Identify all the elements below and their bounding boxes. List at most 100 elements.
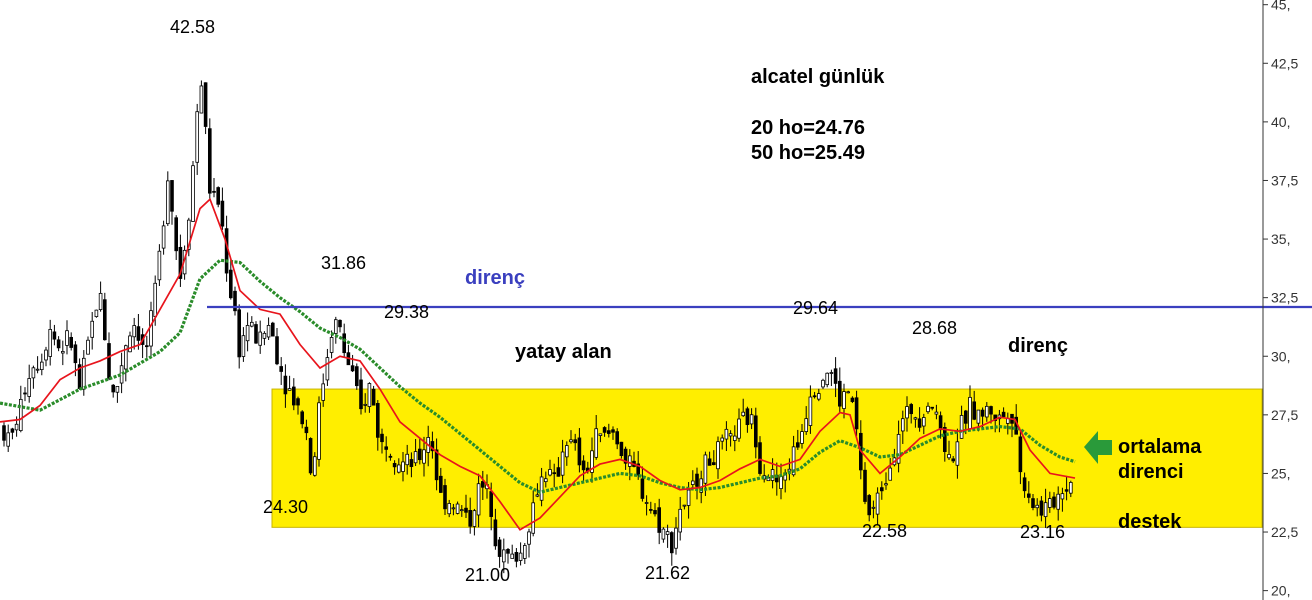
candle-body (212, 190, 216, 193)
candle-body (922, 417, 926, 427)
candle-body (888, 467, 892, 481)
candle-body (35, 368, 40, 371)
ma-resistance-label-2: direnci (1118, 461, 1184, 483)
candle-body (40, 361, 44, 371)
candle-body (430, 441, 435, 452)
candle-body (23, 392, 27, 395)
candle-body (144, 345, 149, 348)
candle-body (438, 475, 443, 493)
candle-body (804, 418, 808, 432)
candle-body (745, 408, 750, 426)
candle-body (359, 379, 363, 410)
candle-body (720, 437, 724, 442)
candle-body (985, 405, 989, 418)
y-tick-label: 32,5 (1271, 290, 1298, 306)
candle-body (863, 469, 867, 502)
candle-body (686, 489, 691, 506)
candle-body (308, 438, 313, 474)
candle-body (544, 478, 548, 483)
candle-body (468, 510, 472, 527)
candle-body (90, 320, 95, 338)
ma50-line (0, 258, 1076, 494)
candle-body (417, 448, 422, 461)
candle-body (73, 344, 78, 364)
candle-body (724, 428, 729, 440)
price-label-23-16: 23.16 (1020, 522, 1065, 542)
candle-body (590, 450, 594, 473)
candle-body (69, 336, 74, 348)
y-tick-label: 37,5 (1271, 172, 1298, 188)
candle-body (363, 403, 367, 406)
candle-body (703, 454, 708, 484)
resistance-label: direnç (465, 267, 525, 289)
candle-body (103, 299, 107, 341)
candle-body (392, 463, 397, 468)
candle-body (917, 418, 922, 428)
candle-body (128, 335, 132, 353)
candle-body (6, 432, 10, 447)
candle-body (262, 332, 267, 339)
candle-body (472, 510, 477, 527)
candle-body (796, 442, 800, 448)
candle-body (124, 345, 128, 370)
price-label-22-58: 22.58 (862, 521, 907, 541)
candle-body (754, 415, 758, 448)
candle-body (976, 409, 981, 424)
candle-body (111, 384, 116, 393)
candle-body (812, 395, 817, 398)
candle-body (518, 552, 523, 561)
candle-body (854, 397, 859, 430)
candle-body (1060, 493, 1065, 500)
candle-body (296, 398, 300, 406)
candle-body (86, 339, 90, 355)
support-label: destek (1118, 511, 1182, 533)
candle-body (821, 379, 825, 388)
candle-body (489, 491, 493, 517)
candle-body (216, 187, 221, 205)
candle-body (653, 510, 657, 515)
candle-body (44, 349, 48, 361)
candle-body (787, 468, 792, 472)
candle-body (275, 336, 279, 365)
candle-body (926, 405, 930, 413)
candle-body (455, 503, 460, 514)
candle-body (447, 503, 451, 515)
candle-body (867, 495, 871, 516)
candle-body (1039, 500, 1044, 516)
candle-body (850, 397, 855, 402)
candle-body (371, 388, 376, 406)
y-tick-label: 35, (1271, 231, 1290, 247)
candle-body (846, 391, 850, 394)
candle-body (565, 445, 569, 458)
candle-body (943, 427, 947, 452)
candle-body (65, 330, 69, 346)
candle-body (401, 461, 405, 472)
candle-body (325, 357, 330, 381)
candle-body (464, 507, 468, 513)
candle-body (203, 82, 208, 127)
candle-body (94, 309, 99, 318)
candle-body (514, 551, 519, 562)
candle-body (52, 331, 57, 340)
candle-body (279, 366, 283, 372)
candle-body (682, 504, 687, 507)
candle-body (968, 396, 972, 430)
candle-body (737, 418, 741, 439)
candle-body (56, 339, 61, 349)
candle-body (233, 290, 237, 312)
candle-body (602, 427, 607, 433)
candle-body (170, 180, 174, 212)
candle-body (959, 415, 964, 439)
candle-body (31, 367, 36, 379)
candle-body (649, 509, 653, 511)
candle-body (951, 458, 955, 462)
candle-body (880, 487, 884, 492)
candle-body (619, 441, 624, 457)
candle-body (497, 539, 502, 557)
candle-body (220, 200, 225, 227)
candle-body (300, 411, 304, 425)
candle-body (695, 473, 699, 487)
candle-body (594, 428, 598, 458)
price-label-21-00: 21.00 (465, 565, 510, 585)
candle-body (207, 128, 212, 194)
